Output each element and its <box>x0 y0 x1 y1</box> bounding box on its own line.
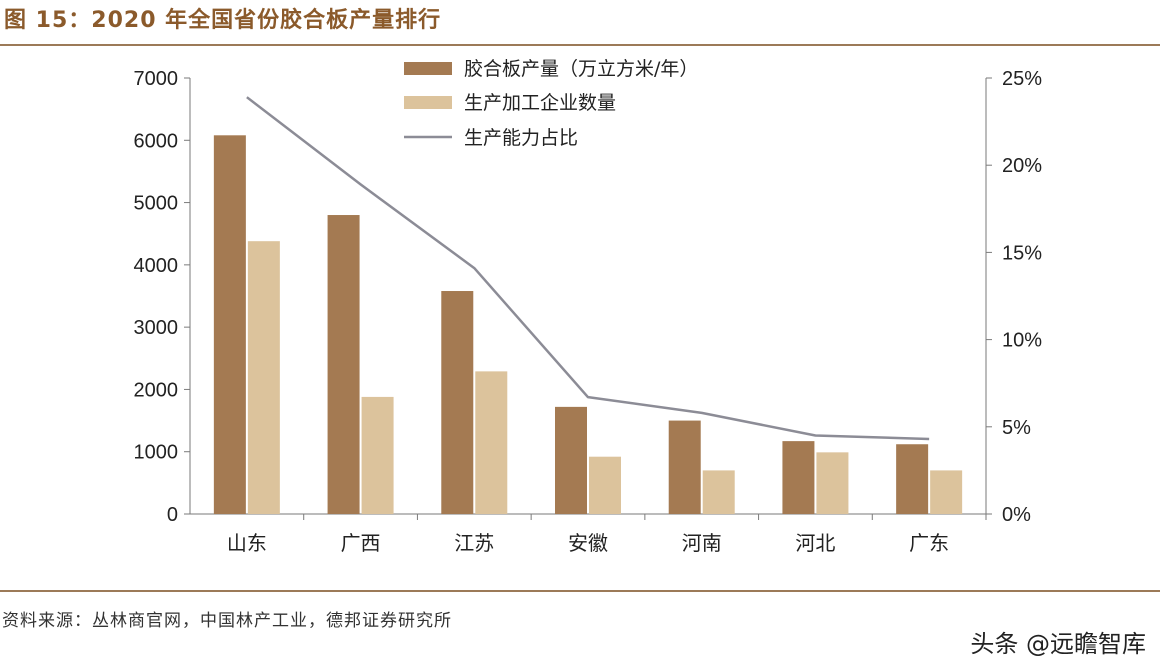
bar-production <box>555 406 587 514</box>
right-tick-label: 25% <box>1002 68 1042 90</box>
category-label: 广西 <box>341 531 381 555</box>
right-tick-label: 5% <box>1002 417 1031 439</box>
bar-production <box>441 291 474 514</box>
legend-swatch-production <box>404 62 452 75</box>
bar-enterprises <box>475 371 508 514</box>
bar-enterprises <box>247 241 280 514</box>
legend-swatch-enterprises <box>404 96 452 109</box>
left-tick-label: 3000 <box>134 317 179 339</box>
share-line <box>246 96 930 441</box>
right-tick-label: 20% <box>1002 155 1042 177</box>
legend-label-production: 胶合板产量（万立方米/年） <box>464 58 698 80</box>
bar-enterprises <box>361 396 394 514</box>
bar-enterprises <box>702 470 735 514</box>
bar-production <box>782 441 815 514</box>
bar-production <box>668 420 701 514</box>
left-tick-label: 4000 <box>134 255 179 277</box>
category-label: 广东 <box>909 531 949 555</box>
left-tick-label: 1000 <box>134 442 179 464</box>
left-tick-label: 0 <box>167 504 178 526</box>
right-tick-label: 0% <box>1002 504 1031 526</box>
source-divider <box>0 590 1160 592</box>
left-tick-label: 7000 <box>134 68 179 90</box>
left-tick-label: 2000 <box>134 379 179 401</box>
legend-label-share: 生产能力占比 <box>464 127 578 149</box>
category-label: 山东 <box>227 531 267 555</box>
bar-enterprises <box>930 470 963 514</box>
source-note: 资料来源：丛林商官网，中国林产工业，德邦证券研究所 <box>2 611 452 631</box>
left-tick-label: 6000 <box>134 130 179 152</box>
bar-production <box>896 444 929 514</box>
category-label: 河南 <box>682 531 722 555</box>
production-chart: 0 1000 2000 3000 4000 5000 6000 7000 0% 5% 10% 15% 2… <box>134 58 1043 555</box>
category-label: 河北 <box>795 531 835 555</box>
bar-enterprises <box>816 452 849 514</box>
watermark-text: 头条 @远瞻智库 <box>970 630 1146 658</box>
title-divider <box>0 44 1160 46</box>
bar-production <box>327 215 360 514</box>
bar-production <box>213 135 246 514</box>
right-tick-label: 15% <box>1002 242 1042 264</box>
category-label: 江苏 <box>454 531 494 555</box>
right-tick-label: 10% <box>1002 330 1042 352</box>
figure-title: 图 15：2020 年全国省份胶合板产量排行 <box>4 8 442 33</box>
category-label: 安徽 <box>568 531 608 555</box>
legend-label-enterprises: 生产加工企业数量 <box>464 92 616 114</box>
left-tick-label: 5000 <box>134 193 179 215</box>
bar-enterprises <box>589 456 621 514</box>
